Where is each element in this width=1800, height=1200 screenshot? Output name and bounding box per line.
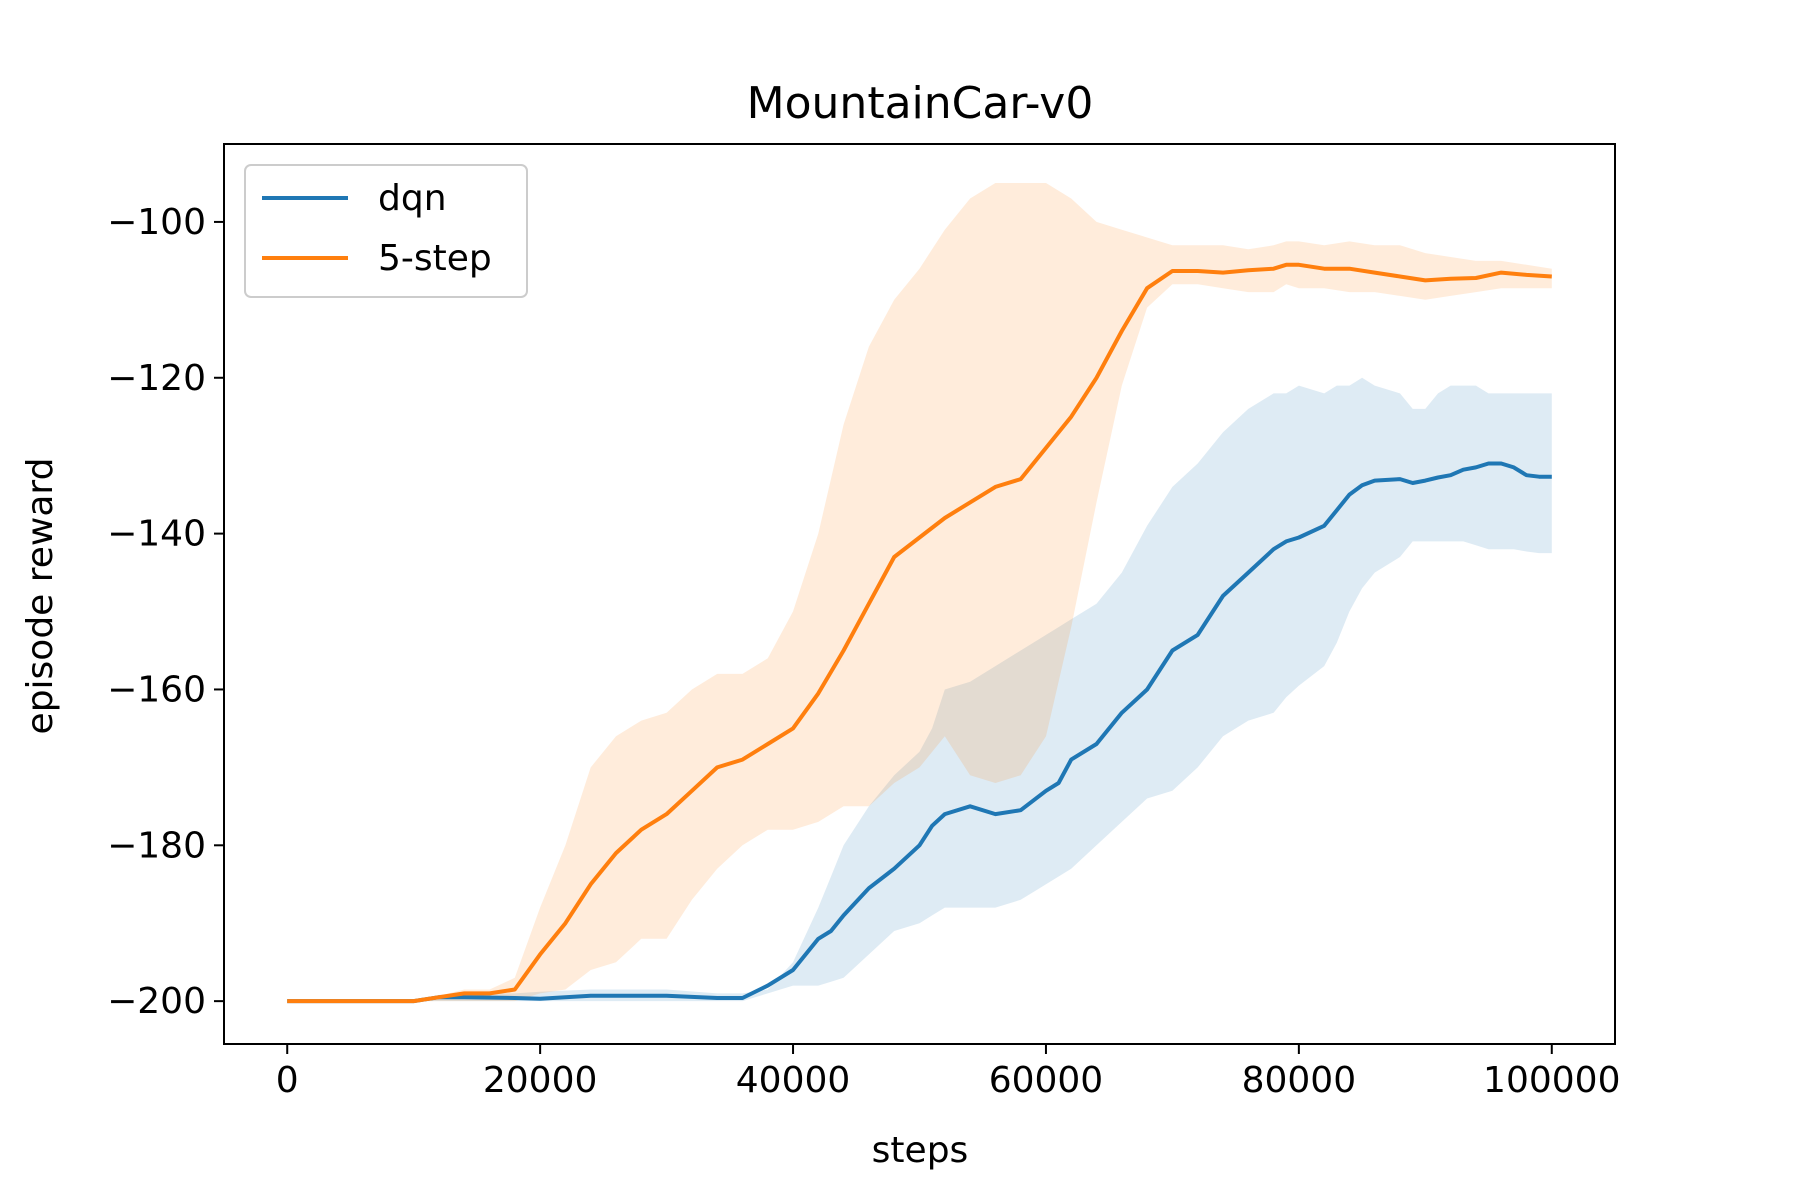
plot-frame [223,143,1616,1045]
x-tick-label: 80000 [1242,1060,1357,1101]
x-axis: 0 20000 40000 60000 80000 100000 [276,1044,1620,1101]
legend: dqn 5-step [244,164,528,298]
y-tick-label: −160 [107,669,206,710]
y-axis: −200 −180 −160 −140 −120 −100 [107,202,224,1022]
y-tick-label: −200 [107,981,206,1022]
band-dqn [287,377,1552,1002]
line-dqn [287,461,1552,1004]
legend-label-5-step: 5-step [378,238,492,279]
x-tick-label: 40000 [736,1060,851,1101]
x-tick-label: 100000 [1483,1060,1620,1101]
y-tick-label: −100 [107,202,206,243]
x-tick-label: 60000 [989,1060,1104,1101]
line-5-step [287,262,1552,1004]
chart-title: MountainCar-v0 [747,78,1094,129]
x-tick-label: 20000 [483,1060,598,1101]
y-tick-label: −140 [107,514,206,555]
x-tick-label: 0 [276,1060,299,1101]
y-tick-label: −180 [107,825,206,866]
legend-label-dqn: dqn [378,178,447,219]
band-5-step [287,183,1552,1002]
y-tick-label: −120 [107,358,206,399]
confidence-bands [287,183,1552,1002]
series-lines [287,262,1552,1004]
x-axis-label: steps [872,1130,969,1171]
y-axis-label: episode reward [20,458,61,735]
